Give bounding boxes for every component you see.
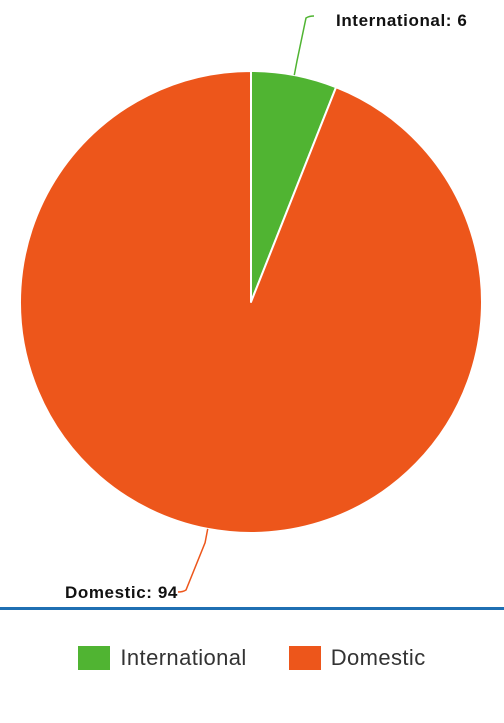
legend-label-domestic: Domestic [330, 645, 426, 670]
label-connectors [177, 15, 315, 593]
connector-domestic [177, 528, 209, 593]
data-label-domestic: Domestic: 94 [65, 583, 178, 600]
legend-swatch-domestic [288, 646, 321, 670]
legend-divider [0, 607, 504, 610]
connector-international [293, 15, 315, 76]
legend-swatch-international [78, 646, 111, 670]
legend: International Domestic [0, 645, 504, 671]
data-labels: International: 6 Domestic: 94 [65, 11, 467, 600]
legend-item-domestic[interactable]: Domestic [288, 645, 426, 671]
data-label-international: International: 6 [336, 11, 467, 30]
legend-label-international: International [120, 645, 247, 670]
pie-slice-domestic[interactable] [19, 70, 483, 534]
legend-item-international[interactable]: International [78, 645, 246, 671]
pie-chart: International: 6 Domestic: 94 [19, 11, 483, 600]
pie-slices [19, 70, 483, 534]
